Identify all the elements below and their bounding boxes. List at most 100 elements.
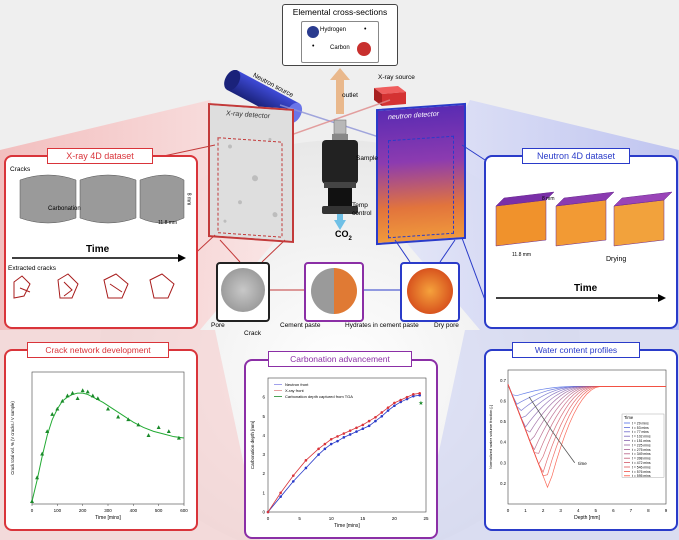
carb-y-tick-label: 6 [262,395,265,400]
crack-data-point [70,390,75,395]
water-x-tick-label: 4 [577,508,580,513]
crack-data-point [45,429,50,433]
xray-volume-3 [139,174,185,224]
neutron-volume-3 [613,199,665,247]
water-legend-label: t = 29 mins [632,421,649,425]
water-y-tick-label: 0.3 [500,460,506,465]
xray-volume-1 [19,174,77,224]
combined-slice [304,262,364,322]
carb-x-tick-label: 5 [298,516,301,521]
crack-data-point [136,422,141,427]
carb-data-point [323,447,327,451]
water-x-tick-label: 1 [524,508,527,513]
crack-data-point [80,388,85,393]
crack-y-label: Crack total vol. % (V cracks / V sample) [10,401,15,475]
crack-x-tick-label: 400 [130,508,138,513]
carb-data-point [380,411,384,414]
carb-chart-title: Carbonation advancement [268,351,412,367]
crack-data-point [40,451,45,456]
water-x-tick-label: 2 [542,508,545,513]
water-y-tick-label: 0.2 [500,481,506,486]
carb-data-point [342,432,346,435]
carb-series-line [267,392,420,513]
slice-label-cement-paste: Cement paste [280,322,321,329]
water-legend-label: t = 102 mins [632,435,651,439]
crack-data-point [35,475,40,480]
cracks-label: Cracks [10,166,31,173]
xray-4d-graphics [12,174,186,299]
water-x-tick-label: 5 [595,508,598,513]
carb-data-point [279,491,282,495]
carb-x-tick-label: 0 [267,516,270,521]
water-y-tick-label: 0.5 [500,419,506,424]
water-legend-label: t = 546 mins [632,465,651,469]
co2-label: CO2 [335,229,352,242]
carb-data-point [418,393,421,397]
crack-data-point [166,429,171,433]
crack-x-tick-label: 500 [155,508,163,513]
crack-chart-panel [4,349,198,531]
carb-data-point [317,453,320,456]
carb-data-point [367,424,371,428]
carb-data-point [317,447,320,451]
xray-volume-2 [79,174,137,224]
carb-data-point [412,392,415,396]
water-x-tick-label: 7 [630,508,633,513]
water-x-tick-label: 9 [665,508,668,513]
crack-data-point [146,433,151,437]
legend-title: Elemental cross-sections [292,7,388,17]
carb-data-point [412,394,415,398]
crack-data-point [116,414,121,419]
carb-data-point [399,400,403,404]
crack-data-point [65,393,70,398]
carb-x-tick-label: 10 [329,516,335,521]
carb-data-point [361,427,365,431]
xray-slice [216,262,270,322]
water-y-tick-label: 0.6 [500,398,506,403]
water-chart-title: Water content profiles [512,342,640,358]
neutron-volume-2 [555,199,607,247]
co2-label-main: CO [335,229,349,239]
water-legend-label: t = 225 mins [632,443,651,447]
water-legend-label: t = 275 mins [632,448,651,452]
water-legend-label: t = 349 mins [632,452,651,456]
water-legend-label: t = 576 mins [632,470,651,474]
carbon-small-dot: • [312,43,315,50]
carb-legend-label: Neutron front [285,382,309,387]
water-x-label: Depth [mm] [574,515,600,521]
crack-data-point [75,396,80,400]
neutron-slice [400,262,460,322]
carb-data-point [393,401,396,405]
co2-label-sub: 2 [348,235,352,242]
water-x-tick-label: 8 [647,508,650,513]
crack-x-tick-label: 100 [54,508,62,513]
carb-data-point [386,406,390,409]
extracted-cracks-label: Extracted cracks [8,265,57,272]
carb-y-label: Carbonation depth [mm] [250,421,255,469]
carb-data-point [405,397,409,401]
xray-source [374,86,406,106]
carb-data-point [405,395,409,399]
slice-label-hydrates: Hydrates in cement paste [345,322,419,329]
carb-data-point [374,415,377,419]
carb-data-point [329,437,333,441]
carb-x-tick-label: 15 [360,516,366,521]
xray-source-label: X-ray source [378,74,415,81]
crack-data-point [85,389,90,394]
carb-data-point [418,392,421,395]
carb-x-tick-label: 20 [392,516,398,521]
hydrogen-label: Hydrogen [320,27,347,33]
carb-data-point [304,466,308,470]
crack-data-point [55,406,60,411]
carb-data-point [393,404,396,408]
neutron-dim-h: 8 mm [542,196,555,202]
temp-control-label: Temp control [352,202,372,217]
carb-data-point [291,480,295,483]
crack-data-point [156,425,161,430]
water-legend-label: t = 53 mins [632,426,649,430]
carb-data-point [380,414,384,418]
crack-x-tick-label: 600 [180,508,188,513]
crack-x-label: Time [mins] [95,515,121,521]
crack-data-point [50,412,55,416]
